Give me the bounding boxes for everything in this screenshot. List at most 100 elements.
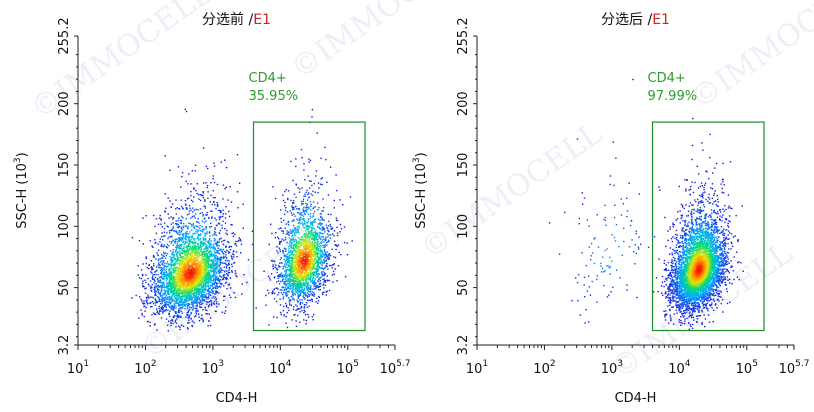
data-point-1-1-203	[291, 267, 293, 270]
data-point-1-0-1531	[207, 259, 209, 261]
data-point-1-0-1115	[203, 250, 205, 253]
data-point-1-0-2762	[173, 296, 176, 298]
data-point-1-0-3395	[169, 278, 171, 281]
data-point-1-1-43	[307, 235, 310, 238]
data-point-1-1-675	[332, 233, 334, 235]
data-point-1-0-3247	[178, 310, 180, 312]
data-point-1-0-2801	[161, 243, 163, 246]
data-point-1-0-654	[234, 243, 236, 245]
data-point-1-0-280	[192, 215, 194, 217]
data-point-1-0-3597	[194, 254, 196, 256]
data-point-1-0-3055	[194, 302, 197, 304]
data-point-1-1-369	[327, 240, 330, 243]
data-point-1-0-3090	[206, 263, 208, 266]
data-point-1-0-2264	[169, 291, 172, 293]
data-point-1-0-2350	[181, 282, 183, 284]
data-point-1-0-539	[198, 291, 201, 293]
data-point-1-0-3491	[151, 314, 153, 316]
data-point-1-0-197	[197, 237, 199, 240]
data-point-1-0-603	[214, 257, 216, 259]
data-point-1-0-3570	[163, 251, 165, 253]
data-point-1-0-787	[169, 310, 171, 312]
data-point-1-0-2378	[173, 293, 175, 295]
data-point-1-0-952	[188, 309, 190, 312]
data-point-1-0-592	[197, 236, 199, 239]
data-point-1-0-2319	[225, 273, 228, 275]
data-point-1-0-3373	[179, 225, 181, 228]
data-point-1-0-1227	[184, 235, 187, 237]
data-point-1-0-1383	[160, 275, 163, 278]
data-point-1-0-3381	[168, 275, 170, 277]
data-point-1-0-2749	[185, 260, 188, 262]
data-point-1-0-1006	[215, 267, 217, 269]
data-point-1-1-780	[293, 239, 295, 241]
data-point-1-0-578	[182, 325, 185, 327]
data-point-1-0-1658	[217, 205, 219, 207]
data-point-1-0-1672	[183, 256, 185, 258]
data-point-1-0-3229	[201, 317, 203, 320]
data-point-1-0-2031	[137, 274, 140, 276]
data-point-1-0-2027	[156, 311, 158, 314]
data-point-1-0-2711	[206, 259, 208, 261]
data-point-1-1-865	[288, 280, 290, 283]
data-point-1-0-2385	[206, 255, 208, 257]
data-point-1-0-1320	[251, 230, 254, 232]
data-point-1-0-835	[231, 265, 233, 268]
data-point-1-0-3762	[205, 213, 207, 216]
data-point-1-1-1083	[298, 188, 301, 190]
data-point-1-0-2803	[186, 249, 188, 251]
data-point-1-0-2642	[190, 287, 192, 289]
data-point-1-0-1755	[175, 199, 177, 201]
data-point-1-0-1341	[218, 257, 220, 260]
data-point-1-0-1499	[191, 285, 193, 287]
data-point-1-0-2582	[179, 268, 182, 270]
data-point-1-0-3468	[222, 209, 224, 211]
data-point-1-0-3343	[203, 266, 205, 268]
data-point-1-0-3752	[202, 242, 205, 244]
data-point-1-1-799	[312, 201, 315, 203]
data-point-1-0-2656	[184, 282, 186, 284]
data-point-1-1-859	[310, 248, 312, 250]
data-point-1-0-3560	[229, 245, 231, 248]
data-point-1-1-715	[309, 269, 311, 272]
data-point-1-0-2984	[217, 282, 219, 284]
data-point-1-0-817	[195, 297, 197, 299]
data-point-1-1-907	[297, 256, 299, 259]
data-point-1-0-1447	[141, 300, 143, 302]
data-point-1-0-2537	[215, 251, 217, 254]
data-point-1-1-393	[286, 326, 289, 329]
data-point-1-0-122	[224, 310, 227, 312]
data-point-1-0-3	[219, 270, 221, 273]
data-point-1-1-933	[291, 235, 293, 237]
data-point-1-0-2894	[157, 284, 160, 287]
data-point-1-0-2624	[172, 316, 174, 319]
data-point-1-0-1521	[141, 273, 144, 276]
data-point-1-0-1718	[197, 248, 200, 250]
data-point-1-1-440	[309, 235, 311, 237]
data-point-1-0-2885	[191, 235, 193, 237]
data-point-1-0-1007	[211, 253, 213, 256]
data-point-1-0-1799	[226, 249, 228, 252]
data-point-1-1-1145	[311, 294, 314, 296]
data-point-1-0-354	[197, 293, 199, 296]
data-point-1-0-113	[151, 277, 153, 279]
data-point-1-1-463	[303, 287, 306, 289]
data-point-1-0-2140	[174, 280, 176, 282]
data-point-1-1-1002	[287, 269, 289, 271]
data-point-1-0-2800	[181, 265, 183, 267]
data-point-1-0-3113	[209, 275, 212, 277]
data-point-1-0-738	[173, 276, 176, 278]
data-point-1-0-186	[222, 198, 224, 200]
data-point-1-1-887	[299, 311, 301, 313]
data-point-1-0-308	[170, 324, 172, 327]
data-point-1-0-2196	[214, 282, 217, 284]
data-point-1-0-572	[145, 262, 147, 265]
data-point-1-0-679	[175, 248, 178, 250]
data-point-1-0-2955	[195, 313, 198, 315]
data-point-1-0-2972	[166, 266, 168, 268]
data-point-1-0-3741	[206, 265, 208, 267]
data-point-1-0-527	[163, 284, 165, 287]
data-point-1-0-3515	[183, 249, 185, 252]
data-point-1-0-1971	[191, 277, 193, 279]
data-point-1-0-3222	[211, 243, 213, 246]
